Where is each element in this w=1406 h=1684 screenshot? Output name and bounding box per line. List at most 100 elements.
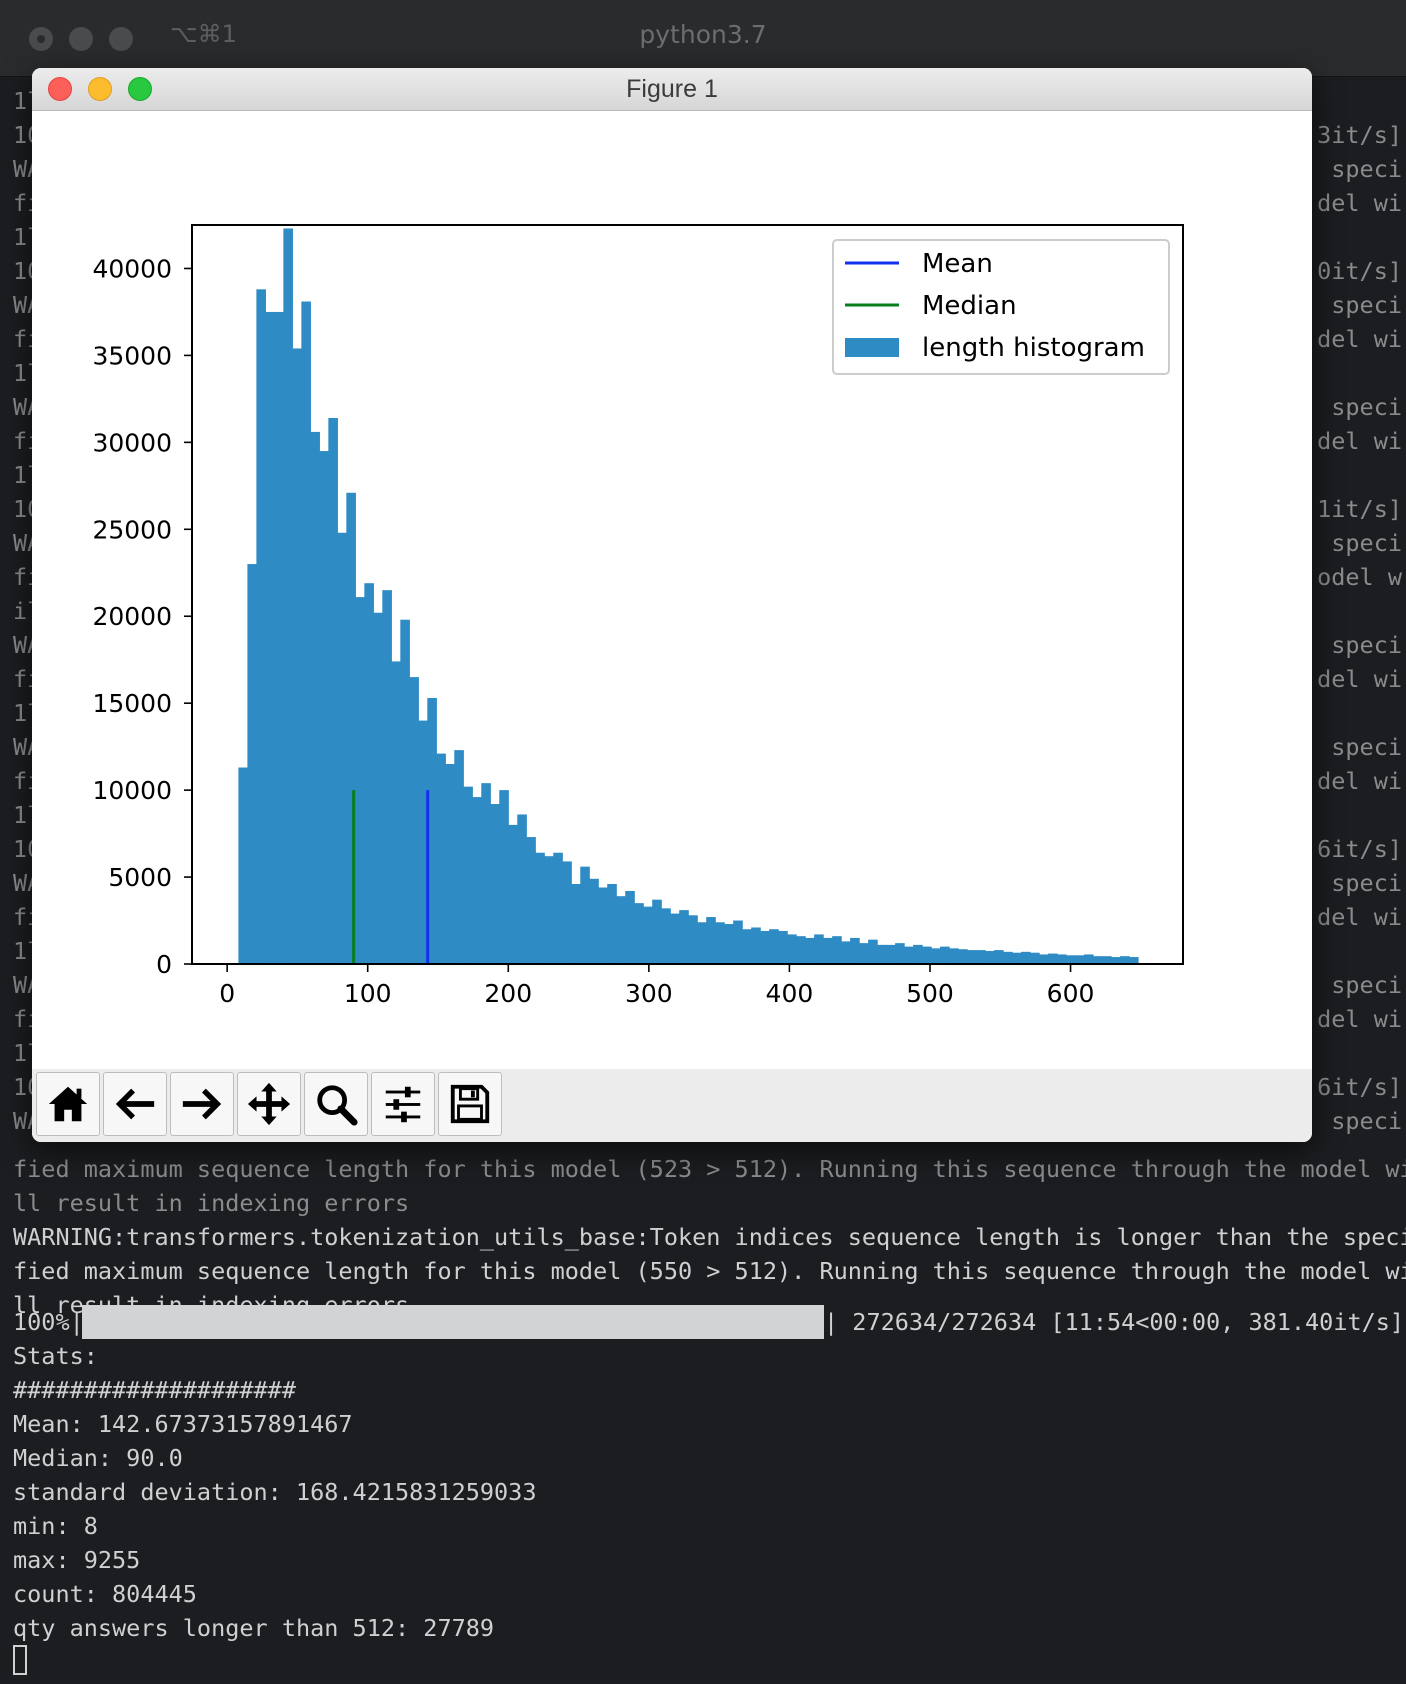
histogram-bar <box>841 941 851 964</box>
histogram-bar <box>886 944 896 964</box>
forward-button[interactable] <box>170 1072 234 1136</box>
figure-minimize-button[interactable] <box>88 77 112 101</box>
x-tick-label: 100 <box>344 979 392 1008</box>
plot-canvas[interactable]: 0 100 200 300 400 500 600 0 5000 10000 15000 20000 2… <box>32 111 1312 1069</box>
histogram-bar <box>1102 956 1112 964</box>
histogram-bar <box>490 804 500 964</box>
y-tick-label: 35000 <box>92 341 172 370</box>
histogram-bar <box>868 939 878 964</box>
histogram-bar <box>337 532 347 964</box>
stats-line: min: 8 <box>13 1512 98 1540</box>
histogram-bar <box>814 934 824 964</box>
figure-titlebar: Figure 1 <box>32 68 1312 111</box>
histogram-bar <box>652 899 662 964</box>
stats-line: max: 9255 <box>13 1546 141 1574</box>
histogram-bar <box>472 797 482 964</box>
histogram-bar <box>1039 954 1049 964</box>
terminal-line-fragment-left: WA <box>13 733 35 761</box>
histogram-bar <box>778 930 788 964</box>
stats-line: #################### <box>13 1376 296 1404</box>
terminal-line-fragment-left: 1l <box>13 801 35 829</box>
y-tick-label: 40000 <box>92 254 172 283</box>
histogram-bar <box>283 228 293 964</box>
home-button[interactable] <box>36 1072 100 1136</box>
terminal-line-fragment-left: 10 <box>13 495 35 523</box>
terminal-line-fragment-right: speci <box>1331 393 1402 421</box>
histogram-bar <box>832 936 842 964</box>
terminal-line-fragment-right: 3it/s] <box>1317 121 1402 149</box>
histogram-bar <box>445 764 455 964</box>
figure-maximize-button[interactable] <box>128 77 152 101</box>
histogram-bar <box>922 946 932 964</box>
histogram-bar <box>787 934 797 964</box>
histogram-bar <box>1075 955 1085 964</box>
histogram-bar <box>742 929 752 964</box>
terminal-output[interactable]: 1l 10 WA fi 1l 10 WA fi 1l WA fi 1l 10 WA fi il WA fi 1l WA… <box>0 84 1406 1684</box>
histogram-bar <box>931 948 941 964</box>
histogram-bar <box>463 786 473 964</box>
figure-close-button[interactable] <box>48 77 72 101</box>
histogram-bar <box>436 753 446 964</box>
histogram-bar <box>904 946 914 964</box>
histogram-bar <box>247 564 257 964</box>
histogram-bar <box>769 929 779 964</box>
terminal-line-fragment-right: speci <box>1331 529 1402 557</box>
terminal-line-fragment-right: speci <box>1331 869 1402 897</box>
histogram-bar <box>661 908 671 964</box>
zoom-button[interactable] <box>304 1072 368 1136</box>
histogram-bar <box>976 950 986 964</box>
histogram-bar <box>526 837 536 964</box>
stats-line: Stats: <box>13 1342 98 1370</box>
zoom-window-button[interactable] <box>109 27 133 51</box>
terminal-line-fragment-left: WA <box>13 631 35 659</box>
floppy-disk-icon <box>450 1084 490 1124</box>
terminal-line-fragment-right: speci <box>1331 733 1402 761</box>
legend-label: Mean <box>922 249 993 279</box>
histogram-bar <box>328 418 338 964</box>
minimize-window-button[interactable] <box>69 27 93 51</box>
histogram-bar <box>454 750 464 964</box>
progress-percent: 100%| <box>13 1308 84 1336</box>
y-tick-label: 20000 <box>92 602 172 631</box>
legend-swatch <box>845 338 899 357</box>
histogram-bar <box>292 348 302 964</box>
histogram-bar <box>967 950 977 964</box>
histogram-bar <box>418 720 428 964</box>
histogram-bar <box>760 930 770 964</box>
y-tick-label: 10000 <box>92 776 172 805</box>
histogram-bar <box>1084 954 1094 964</box>
histogram-bar <box>499 790 509 964</box>
histogram-bar <box>1111 957 1121 964</box>
histogram-bar <box>409 677 419 964</box>
terminal-line-fragment-left: fi <box>13 427 35 455</box>
terminal-line-fragment-left: 10 <box>13 121 35 149</box>
y-tick-label: 0 <box>156 950 172 979</box>
terminal-line-fragment-right: 6it/s] <box>1317 1073 1402 1101</box>
search-icon <box>317 1085 358 1126</box>
stats-line: qty answers longer than 512: 27789 <box>13 1614 495 1642</box>
terminal-line-fragment-right: odel w <box>1317 563 1402 591</box>
histogram-bar <box>580 866 590 964</box>
histogram-bar <box>1012 952 1022 964</box>
terminal-line-fragment-right: del wi <box>1317 665 1402 693</box>
save-button[interactable] <box>438 1072 502 1136</box>
terminal-line-fragment-left: WA <box>13 971 35 999</box>
histogram-bar <box>364 583 374 964</box>
terminal-line-fragment-left: WA <box>13 529 35 557</box>
terminal-line: fied maximum sequence length for this mo… <box>13 1155 1406 1183</box>
pan-button[interactable] <box>237 1072 301 1136</box>
terminal-line-fragment-left: 10 <box>13 1073 35 1101</box>
stats-line: standard deviation: 168.4215831259033 <box>13 1478 537 1506</box>
terminal-line-fragment-right: speci <box>1331 1107 1402 1135</box>
arrow-left-icon <box>115 1088 155 1120</box>
configure-subplots-button[interactable] <box>371 1072 435 1136</box>
terminal-line-fragment-right: speci <box>1331 971 1402 999</box>
terminal-line-fragment-right: del wi <box>1317 189 1402 217</box>
histogram-bar <box>517 814 527 964</box>
histogram-bar <box>544 856 554 964</box>
terminal-line-fragment-right: del wi <box>1317 1005 1402 1033</box>
close-window-button[interactable] <box>29 27 53 51</box>
terminal-line-fragment-right: speci <box>1331 631 1402 659</box>
back-button[interactable] <box>103 1072 167 1136</box>
histogram-bar <box>895 943 905 964</box>
